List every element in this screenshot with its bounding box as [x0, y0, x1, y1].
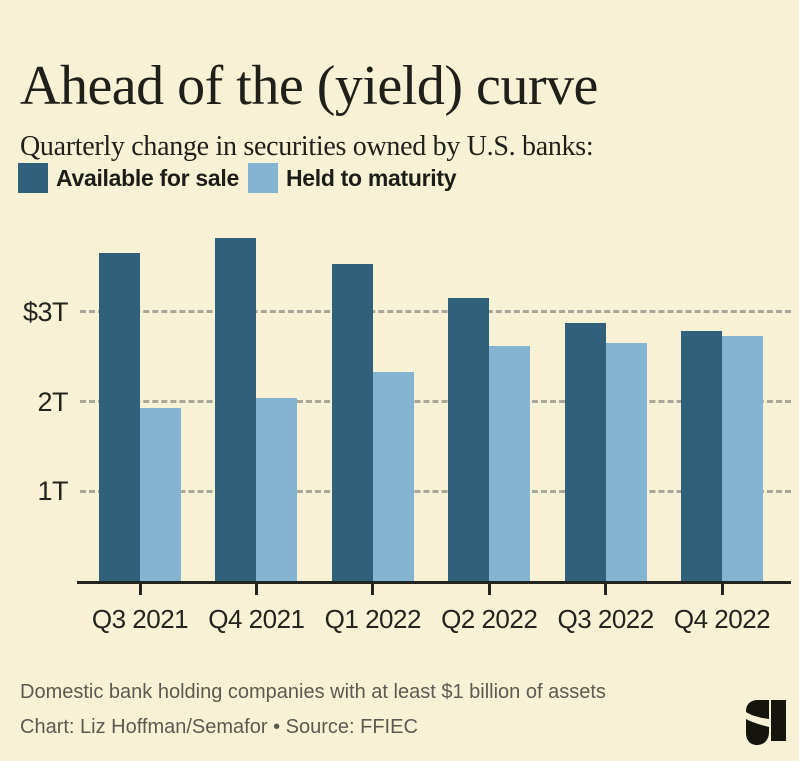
legend-label-available-for-sale: Available for sale: [56, 164, 239, 191]
chart-title: Ahead of the (yield) curve: [20, 54, 598, 117]
x-axis-label: Q4 2022: [673, 604, 771, 634]
bar-available-for-sale-q4-2021: [215, 238, 257, 581]
x-axis-tick: [138, 584, 142, 595]
x-axis-tick: [254, 584, 258, 595]
legend: Available for sale Held to maturity: [18, 163, 457, 193]
legend-label-held-to-maturity: Held to maturity: [285, 164, 457, 191]
semafor-logo: [744, 699, 788, 746]
x-axis-label: Q1 2022: [324, 604, 422, 634]
bar-held-to-maturity-q4-2021: [256, 397, 298, 581]
bar-available-for-sale-q2-2022: [448, 298, 490, 581]
bar-available-for-sale-q3-2021: [99, 252, 140, 581]
legend-swatch-held-to-maturity: [247, 163, 278, 193]
bar-held-to-maturity-q3-2022: [605, 343, 647, 581]
chart-credit: Chart: Liz Hoffman/Semafor • Source: FFI…: [20, 716, 418, 738]
y-axis-label: $3T: [22, 296, 69, 327]
y-axis-label: 2T: [37, 386, 68, 417]
bar-held-to-maturity-q4-2022: [722, 335, 763, 581]
bar-available-for-sale-q1-2022: [331, 264, 373, 581]
x-axis-tick: [720, 584, 724, 595]
x-axis-tick: [604, 584, 608, 595]
bar-held-to-maturity-q1-2022: [372, 371, 414, 581]
bar-available-for-sale-q4-2022: [681, 330, 722, 581]
bar-available-for-sale-q3-2022: [564, 322, 606, 581]
y-axis-label: 1T: [37, 476, 68, 507]
x-axis-label: Q3 2021: [91, 604, 189, 634]
plot-area: [77, 222, 791, 584]
chart-footnote: Domestic bank holding companies with at …: [20, 681, 606, 703]
x-axis-label: Q3 2022: [557, 604, 654, 634]
gridline-2t: [80, 400, 791, 403]
chart-subtitle: Quarterly change in securities owned by …: [20, 131, 594, 162]
legend-item-available-for-sale: Available for sale: [18, 163, 239, 193]
gridline-1t: [80, 489, 791, 493]
bar-held-to-maturity-q3-2021: [140, 407, 181, 581]
bar-held-to-maturity-q2-2022: [489, 345, 531, 581]
x-axis-tick: [487, 584, 491, 595]
x-axis-label: Q2 2022: [441, 604, 538, 634]
semafor-logo-icon: [746, 700, 786, 745]
x-axis-tick: [371, 584, 375, 595]
x-axis-label: Q4 2021: [208, 604, 305, 634]
legend-swatch-available-for-sale: [18, 163, 48, 193]
legend-item-held-to-maturity: Held to maturity: [247, 163, 457, 193]
gridline-3t: [80, 310, 791, 314]
